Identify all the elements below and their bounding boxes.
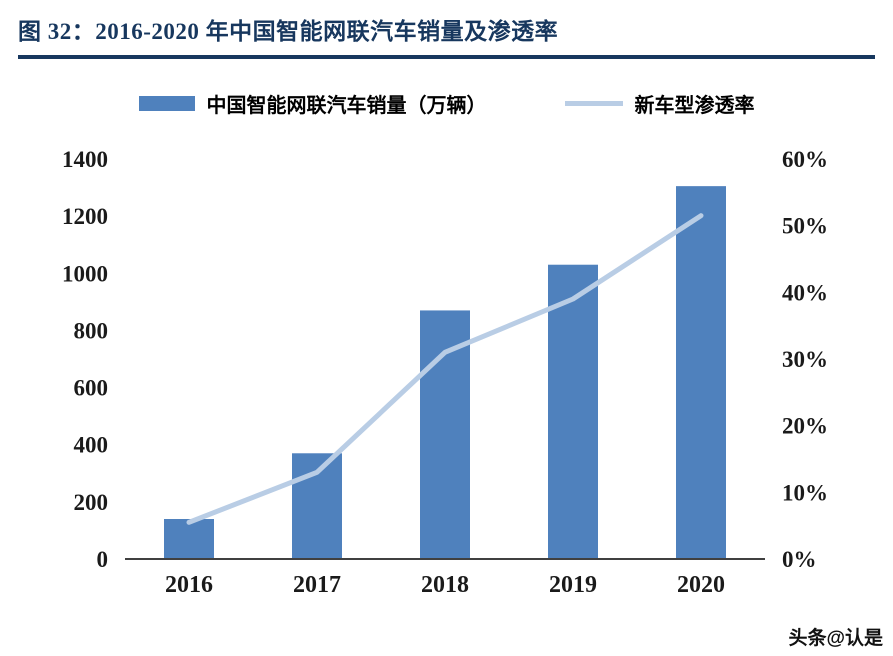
y-axis-left-label: 0: [97, 547, 109, 572]
y-axis-right-label: 30%: [782, 347, 828, 372]
y-axis-left-label: 1200: [62, 204, 108, 229]
y-axis-left-label: 1400: [62, 147, 108, 172]
y-axis-left-label: 600: [74, 376, 109, 401]
watermark: 头条@认是: [788, 628, 883, 649]
figure-number: 图 32：: [18, 19, 96, 44]
y-axis-right-label: 0%: [782, 547, 817, 572]
bar-2020: [676, 186, 726, 559]
chart-canvas: 0 200 400 600 800 1000 1200 1400 0% 10% 20% 30% 40% 5…: [62, 147, 828, 598]
x-axis-label-2018: 2018: [421, 572, 469, 598]
y-axis-left-label: 800: [74, 318, 109, 343]
y-axis-right-label: 50%: [782, 214, 828, 239]
chart-legend: 中国智能网联汽车销量（万辆） 新车型渗透率: [0, 89, 893, 118]
legend-item-sales: 中国智能网联汽车销量（万辆）: [138, 89, 487, 118]
x-axis-label-2016: 2016: [165, 572, 213, 598]
chart-area: 0 200 400 600 800 1000 1200 1400 0% 10% 20% 30% 40% 5…: [0, 124, 893, 634]
y-axis-right-label: 60%: [782, 147, 828, 172]
bar-2016: [164, 519, 214, 559]
legend-label-penetration: 新车型渗透率: [634, 95, 755, 117]
x-axis-label-2019: 2019: [549, 572, 597, 598]
figure-title: 图 32：2016-2020 年中国智能网联汽车销量及渗透率: [18, 19, 558, 44]
figure-header: 图 32：2016-2020 年中国智能网联汽车销量及渗透率: [18, 12, 875, 59]
figure-title-text: 2016-2020 年中国智能网联汽车销量及渗透率: [95, 19, 559, 44]
bar-swatch-icon: [138, 96, 195, 111]
legend-item-penetration: 新车型渗透率: [564, 89, 755, 118]
penetration-trend-line: [186, 213, 704, 525]
bar-2019: [548, 264, 598, 559]
x-axis-label-2020: 2020: [677, 572, 725, 598]
line-swatch-icon: [564, 101, 623, 106]
y-axis-left-label: 1000: [62, 261, 108, 286]
y-axis-right-label: 40%: [782, 280, 828, 305]
y-axis-right-label: 20%: [782, 414, 828, 439]
y-axis-left-label: 200: [74, 490, 109, 515]
legend-label-sales: 中国智能网联汽车销量（万辆）: [206, 95, 487, 117]
y-axis-left-label: 400: [74, 433, 109, 458]
y-axis-right-label: 10%: [782, 480, 828, 505]
x-axis-label-2017: 2017: [293, 572, 341, 598]
